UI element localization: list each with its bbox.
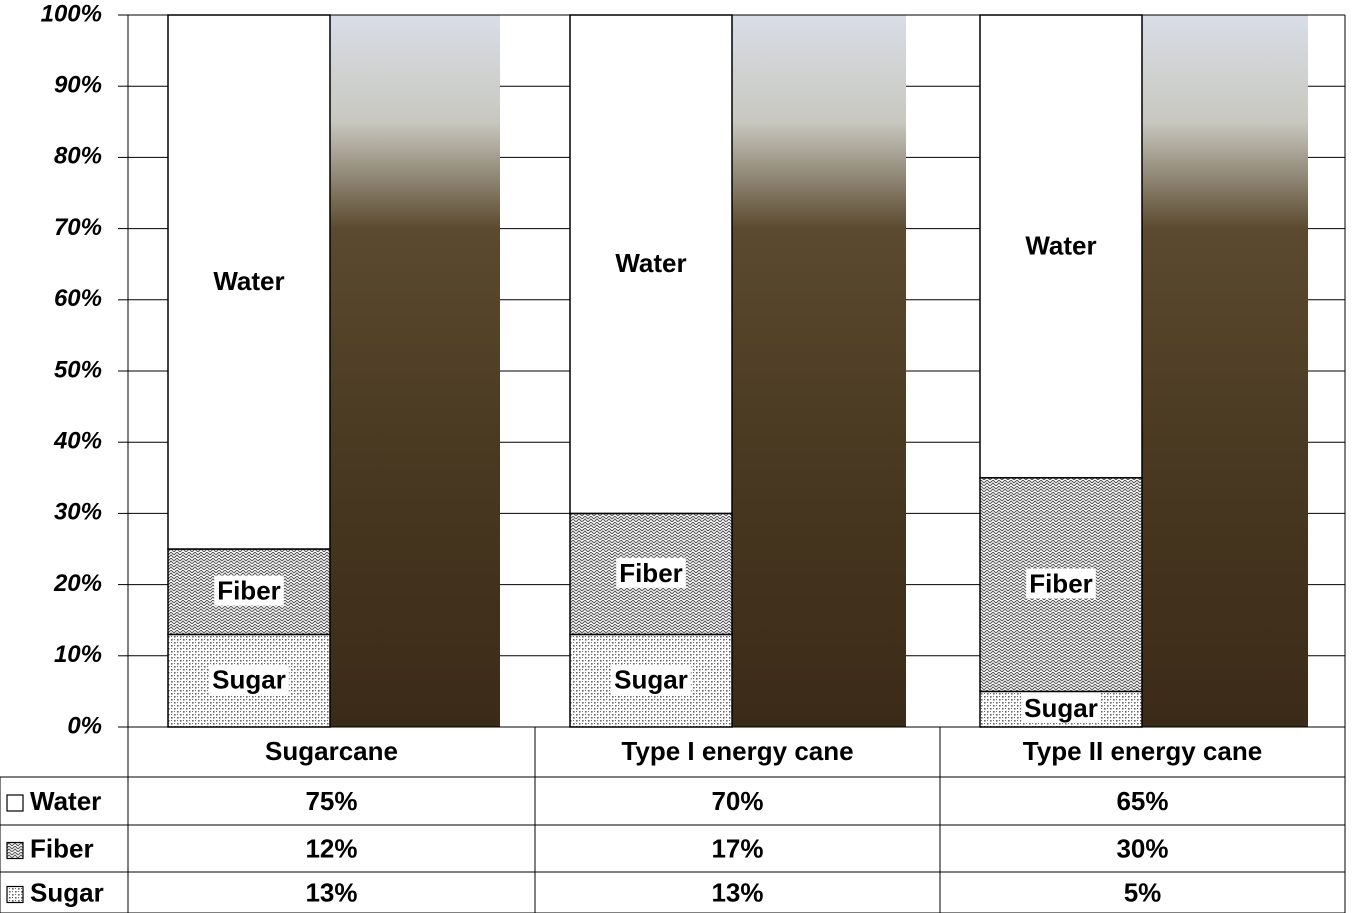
segment-label: Sugar [1024,693,1098,723]
segment-label: Water [1025,230,1096,260]
x-tick-label: Type II energy cane [1023,736,1262,766]
segment-label-bg [616,557,686,588]
segment-label: Sugar [212,665,286,695]
photos [330,15,1308,727]
table-value: 5% [1124,877,1162,907]
photo [1142,15,1308,727]
table-value: 70% [711,786,763,816]
segment-label-bg [210,265,288,296]
table-value: 17% [711,833,763,863]
y-tick-label: 0% [67,712,102,739]
legend-swatch [6,885,24,904]
table-value: 12% [305,833,357,863]
y-tick-label: 90% [54,72,102,99]
photo [330,15,500,727]
legend-swatch [6,794,24,812]
segment-label-bg [1022,230,1100,261]
table-value: 75% [305,786,357,816]
segment-label: Sugar [614,665,688,695]
segment-label-bg [611,664,691,695]
photo [731,15,906,727]
segment-label-bg [1021,693,1101,724]
y-tick-label: 80% [54,143,102,170]
x-tick-label: Sugarcane [265,736,398,766]
segment-label: Water [615,248,686,278]
y-tick-label: 60% [54,285,102,312]
y-tick-label: 100% [41,0,102,27]
table-value: 30% [1116,833,1168,863]
y-tick-label: 10% [54,641,102,668]
y-tick-label: 70% [54,214,102,241]
segment-label: Fiber [217,576,281,606]
segment-label-bg [209,664,289,695]
y-tick-label: 50% [54,356,102,383]
segment-label-bg [1026,568,1096,599]
legend-label: Sugar [30,877,104,907]
segment-label-bg [214,575,284,606]
table-value: 65% [1116,786,1168,816]
segment-label: Fiber [619,558,683,588]
x-tick-label: Type I energy cane [621,736,853,766]
table-value: 13% [711,877,763,907]
segment-label-bg [612,248,690,279]
legend-label: Water [30,786,101,816]
y-tick-label: 30% [54,499,102,526]
segment-label: Fiber [1029,568,1093,598]
y-tick-label: 20% [53,570,102,597]
legend-swatch [6,841,24,860]
y-tick-label: 40% [53,428,102,455]
legend-label: Fiber [30,833,94,863]
segment-label: Water [213,266,284,296]
table-value: 13% [305,877,357,907]
